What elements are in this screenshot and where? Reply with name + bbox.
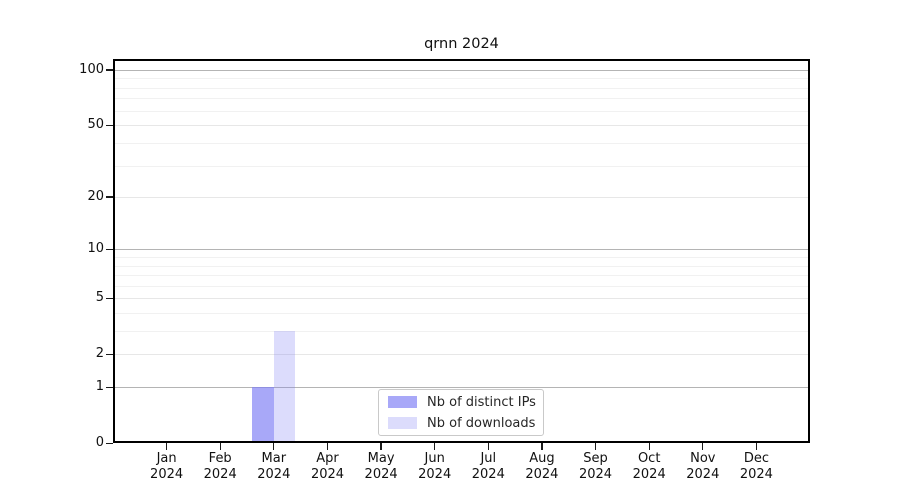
- gridline-minor: [113, 265, 810, 267]
- x-tick-label: Mar 2024: [234, 451, 314, 482]
- plot-area: Nb of distinct IPs Nb of downloads: [106, 59, 810, 450]
- legend: Nb of distinct IPs Nb of downloads: [378, 389, 544, 436]
- y-tick-label: 5: [95, 290, 104, 306]
- x-tick-label-line: Jan: [156, 451, 177, 466]
- axis-spine-right: [808, 59, 810, 443]
- legend-label-downloads: Nb of downloads: [427, 415, 536, 431]
- gridline-minor: [113, 87, 810, 89]
- gridline-minor: [113, 98, 810, 100]
- x-tick-label-line: 2024: [257, 466, 291, 482]
- x-tick: [434, 443, 436, 450]
- x-tick-label-line: Jul: [480, 451, 497, 466]
- x-tick: [594, 443, 597, 450]
- gridline-minor: [113, 257, 810, 258]
- gridline-minor: [113, 331, 810, 333]
- x-tick-label: Dec 2024: [716, 451, 796, 482]
- gridline-minor: [113, 165, 810, 167]
- x-tick-label-line: 2024: [310, 466, 345, 482]
- x-tick-label-line: Jun: [424, 451, 445, 466]
- y-tick-label: 1: [95, 379, 104, 395]
- gridline-major: [113, 249, 810, 251]
- x-tick-label-line: 2024: [739, 466, 773, 482]
- y-tick-label: 2: [95, 346, 104, 362]
- legend-swatch-distinct-ips: [388, 396, 417, 408]
- gridline-major: [113, 387, 810, 389]
- x-tick-label-line: Feb: [208, 451, 232, 466]
- x-tick-label-line: 2024: [364, 466, 398, 482]
- x-tick: [273, 443, 275, 450]
- gridline-minor: [113, 275, 810, 277]
- x-tick-label: Oct 2024: [609, 451, 689, 482]
- gridline-minor: [113, 285, 810, 287]
- gridline-major: [113, 69, 810, 71]
- x-tick: [165, 443, 168, 450]
- x-tick: [541, 443, 543, 450]
- x-tick-label-line: 2024: [418, 466, 452, 482]
- x-tick-label-line: Mar: [261, 451, 287, 466]
- y-tick-label: 50: [87, 117, 104, 133]
- legend-item-downloads: Nb of downloads: [379, 414, 543, 432]
- gridline-minor: [113, 110, 810, 112]
- x-tick: [380, 443, 382, 450]
- x-tick-label: Apr 2024: [288, 451, 368, 482]
- x-tick-label-line: 2024: [632, 466, 666, 482]
- x-tick-label-line: 2024: [203, 466, 237, 482]
- gridline-minor-labeled: [113, 298, 810, 300]
- x-tick-label-line: Nov: [690, 451, 716, 466]
- y-tick-label: 100: [79, 61, 104, 77]
- x-tick: [648, 443, 650, 450]
- x-tick-label-line: Aug: [529, 451, 555, 466]
- x-tick-label-line: Sep: [583, 451, 608, 466]
- x-tick-label-line: 2024: [686, 466, 720, 482]
- x-tick-label: Jan 2024: [127, 451, 207, 482]
- legend-item-distinct-ips: Nb of distinct IPs: [379, 393, 543, 411]
- gridline-minor-labeled: [113, 354, 810, 356]
- y-tick-label: 0: [95, 435, 104, 451]
- x-tick-label: Jun 2024: [395, 451, 475, 482]
- x-tick: [326, 443, 329, 450]
- x-tick-label: Feb 2024: [180, 451, 260, 482]
- x-tick: [487, 443, 489, 450]
- x-tick-label: Sep 2024: [556, 451, 636, 482]
- y-tick-label: 20: [87, 189, 104, 204]
- x-tick-label-line: Apr: [316, 451, 339, 466]
- x-tick-label: Nov 2024: [663, 451, 743, 482]
- axis-spine-left: [113, 59, 115, 443]
- chart-title: qrnn 2024: [424, 36, 499, 52]
- x-tick-label-line: 2024: [578, 466, 613, 482]
- x-tick-label-line: May: [367, 451, 395, 466]
- axis-spine-bottom: [113, 441, 810, 443]
- bar-distinct-ips: [252, 387, 274, 443]
- gridline-minor: [113, 78, 810, 80]
- x-tick-label-line: 2024: [471, 466, 505, 482]
- x-tick: [755, 443, 758, 450]
- legend-swatch-downloads: [388, 417, 417, 429]
- y-tick: [106, 69, 113, 71]
- x-tick-label: Jul 2024: [448, 451, 528, 482]
- gridline-minor: [113, 142, 810, 144]
- gridline-minor: [113, 313, 810, 315]
- x-tick: [219, 443, 221, 450]
- x-tick-label-line: 2024: [150, 466, 184, 482]
- axis-spine-top: [113, 59, 810, 61]
- gridline-minor-labeled: [113, 125, 810, 127]
- x-tick-label-line: Oct: [637, 451, 661, 466]
- y-tick: [106, 353, 113, 356]
- x-tick: [702, 443, 704, 450]
- y-tick: [106, 386, 113, 388]
- y-tick: [106, 248, 113, 250]
- bar-downloads: [273, 331, 296, 443]
- y-tick: [106, 297, 113, 299]
- y-tick-label: 10: [87, 241, 104, 257]
- x-tick-label: Aug 2024: [502, 451, 582, 482]
- x-tick-label-line: 2024: [525, 466, 559, 482]
- x-tick-label-line: Dec: [743, 451, 769, 466]
- legend-label-distinct-ips: Nb of distinct IPs: [427, 394, 536, 410]
- y-tick: [106, 196, 113, 198]
- y-tick: [106, 124, 113, 126]
- y-tick: [106, 442, 113, 444]
- x-tick-label: May 2024: [341, 451, 421, 482]
- gridline-minor-labeled: [113, 197, 810, 198]
